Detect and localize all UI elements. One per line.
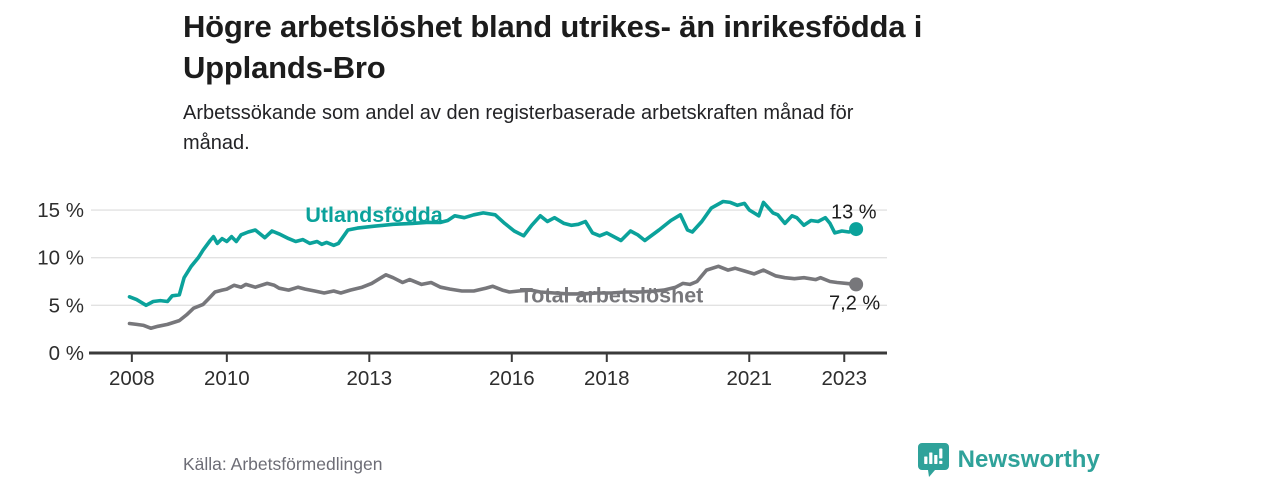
- x-tick-label: 2013: [347, 367, 393, 390]
- x-tick-label: 2023: [821, 367, 867, 390]
- y-tick-label: 10 %: [37, 247, 84, 270]
- x-tick-label: 2018: [584, 367, 630, 390]
- chart-footer: Källa: Arbetsförmedlingen Newsworthy: [0, 440, 1280, 480]
- total-arbetsloshet-series-label: Total arbetslöshet: [520, 283, 704, 307]
- source-note: Källa: Arbetsförmedlingen: [183, 454, 383, 474]
- page-title-line-1: Högre arbetslöshet bland utrikes- än inr…: [183, 9, 923, 44]
- utlandsfodda-end-value-label: 13 %: [831, 202, 877, 224]
- chart-header: Högre arbetslöshet bland utrikes- än inr…: [183, 6, 1183, 158]
- newsworthy-brand-link[interactable]: Newsworthy: [917, 442, 1100, 477]
- total-arbetsloshet-end-value-label: 7,2 %: [829, 293, 880, 315]
- page-subtitle-line-1: Arbetssökande som andel av den registerb…: [183, 102, 854, 125]
- page-subtitle: Arbetssökande som andel av den registerb…: [183, 98, 1183, 158]
- x-tick-label: 2008: [109, 367, 155, 390]
- x-tick-label: 2010: [204, 367, 250, 390]
- page-subtitle-line-2: månad.: [183, 132, 250, 155]
- utlandsfodda-line: [127, 199, 858, 308]
- y-tick-label: 0 %: [49, 342, 84, 365]
- x-tick-label: 2016: [489, 367, 535, 390]
- y-tick-label: 5 %: [49, 294, 84, 317]
- page-title: Högre arbetslöshet bland utrikes- än inr…: [183, 6, 1183, 88]
- utlandsfodda-end-dot: [849, 222, 864, 237]
- page-title-line-2: Upplands-Bro: [183, 50, 386, 86]
- total-arbetsloshet-line: [127, 264, 858, 330]
- unemployment-line-chart: 0 % 5 % 10 % 15 % 2008 2010 2013 2016 2018 2021 20…: [37, 199, 887, 390]
- newsworthy-brand-text: Newsworthy: [957, 445, 1100, 473]
- utlandsfodda-series-label: Utlandsfödda: [305, 203, 443, 227]
- x-tick-label: 2021: [726, 367, 772, 390]
- y-tick-label: 15 %: [37, 199, 84, 222]
- newsworthy-logo-icon: [917, 443, 949, 477]
- total-arbetsloshet-end-dot: [849, 277, 864, 292]
